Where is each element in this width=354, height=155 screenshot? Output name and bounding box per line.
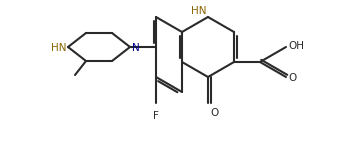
Text: OH: OH — [288, 41, 304, 51]
Text: N: N — [132, 43, 140, 53]
Text: F: F — [153, 111, 159, 121]
Text: HN: HN — [51, 43, 66, 53]
Text: O: O — [288, 73, 296, 83]
Text: HN: HN — [190, 6, 206, 16]
Text: O: O — [210, 108, 218, 118]
